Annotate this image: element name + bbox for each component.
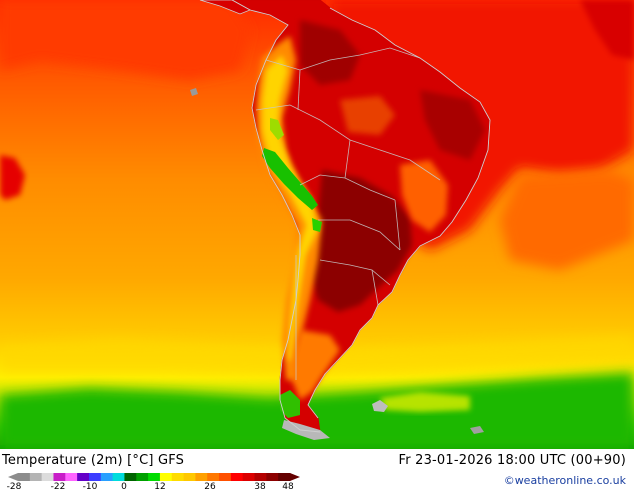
legend-tick-label: 38 <box>254 482 266 490</box>
legend-color-swatch <box>207 473 220 481</box>
legend-arrow-right <box>290 473 300 481</box>
legend-arrow-left <box>8 473 18 481</box>
tierra-del-fuego-green <box>280 390 300 418</box>
legend-tick-label: -28 <box>6 482 22 490</box>
northeast-land-patch <box>580 0 634 60</box>
northern-hot-core <box>300 20 360 85</box>
map-footer: Temperature (2m) [°C] GFS Fr 23-01-2026 … <box>0 449 634 490</box>
legend-color-swatch <box>136 473 149 481</box>
legend-colorbar <box>8 473 300 481</box>
eastern-hot-core <box>420 90 485 160</box>
legend-color-swatch <box>183 473 196 481</box>
andes-green-patch-south <box>312 218 322 232</box>
legend-color-swatch <box>112 473 125 481</box>
legend-color-swatch <box>77 473 90 481</box>
legend-tick-label: -10 <box>82 482 98 490</box>
legend-tick-label: 0 <box>121 482 127 490</box>
legend-tick-label: 12 <box>154 482 166 490</box>
legend-color-swatch <box>65 473 78 481</box>
atlantic-orange-area <box>500 170 634 270</box>
country-borders <box>255 47 441 380</box>
south-georgia-island <box>470 426 484 434</box>
legend-color-swatch <box>171 473 184 481</box>
legend-color-swatch <box>100 473 114 481</box>
hot-patch-northwest <box>0 155 25 200</box>
legend-color-swatch <box>254 473 267 481</box>
legend-color-swatch <box>41 473 54 481</box>
patagonia-orange <box>292 330 340 400</box>
legend-color-swatch <box>219 473 232 481</box>
legend-color-swatch <box>148 473 161 481</box>
southern-light-green-patch <box>380 392 470 412</box>
legend-color-swatch <box>278 473 291 481</box>
legend-color-swatch <box>29 473 43 481</box>
legend-color-swatch <box>242 473 255 481</box>
map-timestamp: Fr 23-01-2026 18:00 UTC (00+90) <box>398 453 626 468</box>
legend-color-swatch <box>18 473 31 481</box>
interior-heat-core <box>310 170 412 312</box>
legend-color-swatch <box>266 473 279 481</box>
andes-green-patch-north <box>262 148 318 210</box>
coastline <box>231 0 321 433</box>
coastline-east <box>307 7 491 419</box>
legend-color-swatch <box>159 473 173 481</box>
altiplano-light-green <box>270 118 284 140</box>
legend-tick-label: -22 <box>50 482 66 490</box>
legend-color-swatch <box>53 473 66 481</box>
central-america-coast <box>199 0 251 15</box>
brazil-highlands-cool-patch <box>400 160 448 232</box>
legend-color-swatch <box>230 473 244 481</box>
legend-tick-label: 48 <box>282 482 294 490</box>
credit-link[interactable]: ©weatheronline.co.uk <box>503 474 626 487</box>
legend-color-swatch <box>124 473 137 481</box>
legend-color-swatch <box>88 473 102 481</box>
warm-pacific-northwest <box>0 0 250 80</box>
temperature-map <box>0 0 634 449</box>
amazon-warm-patch <box>340 96 395 135</box>
temperature-map-svg <box>0 0 634 449</box>
map-title: Temperature (2m) [°C] GFS <box>2 453 185 468</box>
legend-tick-label: 26 <box>204 482 216 490</box>
galapagos-islands <box>190 88 198 96</box>
color-legend: -28 -22 -10 0 12 26 38 48 <box>6 472 308 490</box>
falkland-islands <box>372 400 388 412</box>
legend-color-swatch <box>195 473 208 481</box>
